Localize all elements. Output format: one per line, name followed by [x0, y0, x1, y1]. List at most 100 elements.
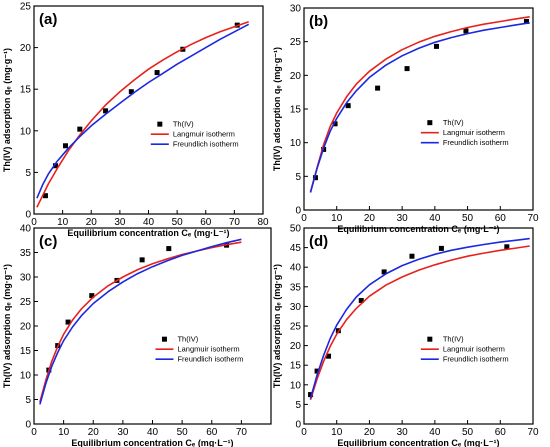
legend-label: Langmuir isotherm	[173, 130, 235, 139]
y-tick-label: 0	[25, 420, 31, 431]
panel-label: (d)	[309, 233, 328, 250]
x-tick-label: 0	[301, 427, 307, 438]
x-tick-label: 80	[257, 217, 269, 228]
x-tick-label: 30	[397, 427, 409, 438]
data-point	[404, 66, 410, 72]
x-axis-label: Equilibrium concentration Cₑ (mg·L⁻¹)	[71, 438, 233, 447]
data-point	[77, 126, 83, 132]
y-axis-label: Th(IV) adsorption qₑ (mg·g⁻¹)	[272, 264, 282, 388]
legend-label: Freundlich isotherm	[177, 355, 243, 364]
series-line	[309, 237, 530, 399]
x-tick-label: 40	[147, 427, 159, 438]
panel-3: 0 10 20 30 40 50 60 70 0 5 10 15 20 25 30 35 40 (c) Equili…	[2, 224, 272, 447]
legend-swatch	[427, 120, 433, 126]
y-tick-label: 20	[290, 341, 302, 352]
legend-label: Langmuir isotherm	[443, 128, 505, 137]
y-tick-label: 0	[295, 420, 301, 431]
y-tick-label: 30	[20, 273, 32, 284]
x-tick-label: 70	[527, 213, 539, 224]
y-tick-label: 20	[290, 71, 302, 82]
x-tick-label: 30	[114, 217, 126, 228]
x-tick-label: 10	[57, 217, 69, 228]
y-tick-label: 25	[20, 297, 32, 308]
y-tick-label: 20	[20, 322, 32, 333]
legend-label: Langmuir isotherm	[177, 345, 239, 354]
y-tick-label: 10	[20, 126, 32, 137]
x-tick-label: 50	[462, 427, 474, 438]
data-point	[504, 244, 510, 250]
x-tick-label: 40	[143, 217, 155, 228]
x-tick-label: 30	[117, 427, 129, 438]
data-point	[438, 245, 444, 251]
data-point	[433, 43, 439, 49]
x-tick-label: 50	[172, 217, 184, 228]
series-line	[309, 16, 530, 193]
y-tick-label: 5	[25, 395, 31, 406]
x-tick-label: 0	[301, 213, 307, 224]
y-tick-label: 35	[290, 282, 302, 293]
y-tick-label: 35	[20, 248, 32, 259]
x-tick-label: 0	[31, 217, 37, 228]
panel-1: 0 10 20 30 40 50 60 70 80 0 5 10 15 20 25 (a) Equilibriu…	[2, 2, 269, 239]
data-point	[345, 103, 351, 109]
y-tick-label: 15	[290, 105, 302, 116]
x-tick-label: 50	[177, 427, 189, 438]
legend-label: Th(IV)	[177, 335, 198, 344]
legend-swatch	[427, 336, 433, 342]
x-tick-label: 20	[86, 217, 98, 228]
series-line	[39, 238, 242, 405]
y-tick-label: 15	[290, 361, 302, 372]
data-point	[312, 175, 318, 181]
data-point	[128, 89, 134, 95]
legend-label: Freundlich isotherm	[173, 140, 239, 149]
data-point	[326, 353, 332, 359]
x-tick-label: 60	[495, 213, 507, 224]
data-point	[523, 18, 529, 24]
data-point	[62, 143, 68, 149]
x-tick-label: 70	[527, 427, 539, 438]
data-point	[463, 28, 469, 34]
legend-label: Langmuir isotherm	[443, 345, 505, 354]
y-tick-label: 15	[20, 346, 32, 357]
data-point	[139, 257, 145, 263]
panel-label: (b)	[309, 13, 328, 30]
data-point	[166, 246, 172, 252]
legend-swatch	[157, 121, 163, 127]
data-point	[332, 121, 338, 127]
data-point	[103, 108, 109, 114]
data-point	[52, 163, 58, 169]
panel-4: 0 10 20 30 40 50 60 70 0 5 10 15 20 25 30 35 40 45 50 (d) Eq…	[272, 224, 539, 447]
x-tick-label: 10	[331, 213, 343, 224]
y-tick-label: 5	[295, 400, 301, 411]
y-tick-label: 40	[20, 224, 32, 235]
legend-label: Freundlich isotherm	[443, 138, 509, 147]
series-line	[309, 245, 530, 400]
legend-label: Th(IV)	[173, 120, 194, 129]
y-axis-label: Th(IV) adsorption qₑ (mg·g⁻¹)	[2, 48, 12, 172]
x-tick-label: 60	[495, 427, 507, 438]
y-tick-label: 10	[20, 371, 32, 382]
x-tick-label: 60	[206, 427, 218, 438]
y-tick-label: 50	[290, 224, 302, 235]
x-tick-label: 10	[58, 427, 70, 438]
data-point	[358, 298, 364, 304]
panel-2: 0 10 20 30 40 50 60 70 0 5 10 15 20 25 30 (b) Equilibriu…	[272, 4, 539, 235]
x-tick-label: 50	[462, 213, 474, 224]
x-tick-label: 0	[31, 427, 37, 438]
plot-frame	[33, 5, 264, 215]
x-axis-label: Equilibrium concentration Cₑ (mg·L⁻¹)	[337, 438, 499, 447]
data-point	[154, 70, 160, 76]
data-point	[308, 392, 314, 398]
x-tick-label: 70	[236, 427, 248, 438]
plot-frame	[303, 227, 534, 425]
series-line	[36, 21, 249, 208]
legend-label: Th(IV)	[443, 118, 464, 127]
y-tick-label: 25	[20, 2, 32, 13]
y-tick-label: 30	[290, 4, 302, 15]
legend-swatch	[161, 336, 167, 342]
y-tick-label: 0	[295, 206, 301, 217]
legend-label: Th(IV)	[443, 335, 464, 344]
x-tick-label: 20	[364, 427, 376, 438]
y-tick-label: 0	[25, 210, 31, 221]
